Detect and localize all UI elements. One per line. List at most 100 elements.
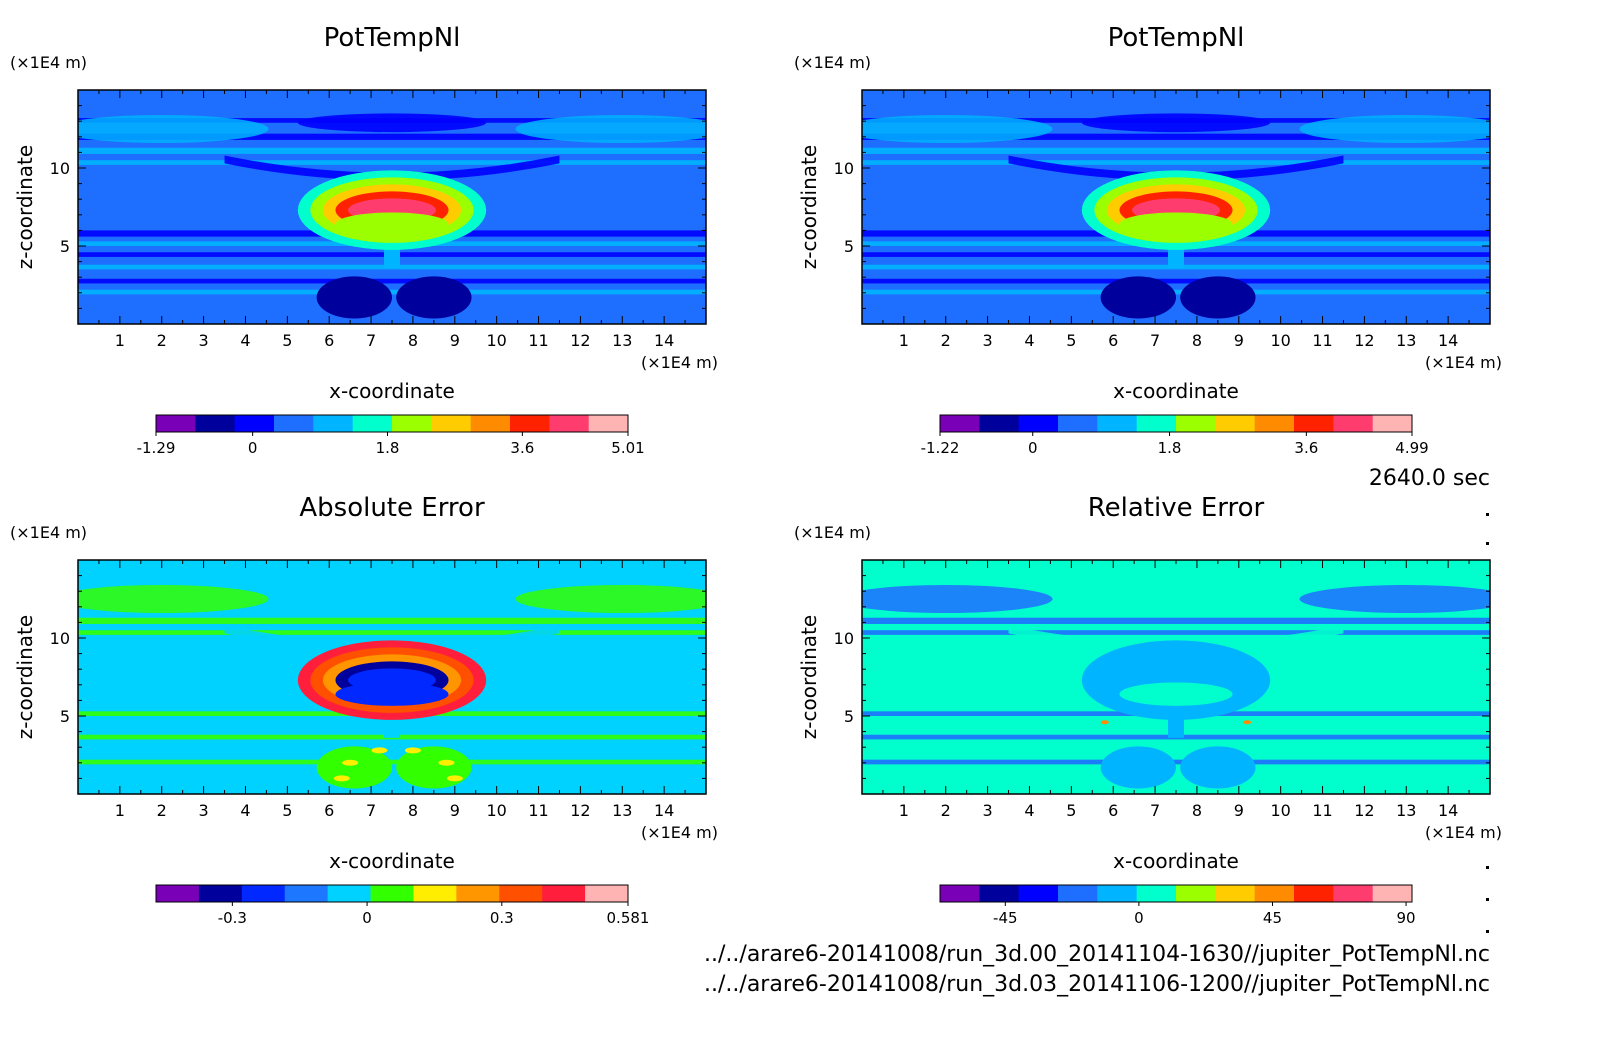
stratification-band [862, 278, 1490, 284]
y-tick-label: 5 [60, 237, 70, 256]
x-tick-label: 8 [1192, 331, 1202, 350]
colorbar-segment [979, 415, 1020, 432]
colorbar-tick-label: -1.22 [921, 439, 960, 457]
stratification-band [78, 289, 706, 295]
colorbar-segment [585, 885, 629, 902]
x-tick-label: 1 [899, 801, 909, 820]
x-tick-label: 7 [1150, 801, 1160, 820]
mid-arch [1008, 625, 1344, 651]
stratification-band [862, 617, 1490, 624]
hot-spot [1243, 720, 1252, 725]
x-tick-label: 5 [1066, 801, 1076, 820]
colorbar-segment [456, 885, 500, 902]
colorbar-tick-label: -0.3 [218, 909, 247, 927]
stratification-band [78, 630, 706, 635]
x-tick-label: 6 [324, 801, 334, 820]
colorbar-segment [588, 415, 629, 432]
bottom-right-vortex [396, 276, 472, 319]
x-axis-label: x-coordinate [329, 379, 455, 403]
colorbar-segment [413, 885, 457, 902]
x-tick-label: 11 [1312, 801, 1332, 820]
stratification-band [78, 617, 706, 624]
top-center-band [297, 583, 487, 603]
colorbar-segment [1176, 415, 1216, 432]
colorbar-segment [979, 885, 1020, 902]
x-tick-label: 10 [1270, 801, 1290, 820]
x-tick-label: 9 [1234, 331, 1244, 350]
colorbar-segment [1254, 885, 1295, 902]
colorbar-segment [470, 415, 511, 432]
colorbar-segment [274, 415, 314, 432]
y-axis-unit: (×1E4 m) [794, 523, 871, 542]
colorbar-segment [1333, 885, 1374, 902]
x-tick-label: 13 [1396, 331, 1416, 350]
y-tick-label: 5 [844, 707, 854, 726]
colorbar-segment [1372, 885, 1413, 902]
colorbar-tick-label: 0 [1028, 439, 1038, 457]
x-tick-label: 12 [570, 331, 590, 350]
x-tick-label: 3 [983, 801, 993, 820]
colorbar-segment [1018, 415, 1059, 432]
x-tick-label: 3 [199, 331, 209, 350]
x-axis-label: x-coordinate [1113, 849, 1239, 873]
upper-left-lobe [78, 584, 269, 614]
x-tick-label: 14 [1438, 801, 1458, 820]
colorbar-segment [1136, 415, 1177, 432]
x-axis-label: x-coordinate [329, 849, 455, 873]
colorbar-segment [1097, 885, 1138, 902]
colorbar-segment [313, 415, 354, 432]
colorbar-tick-label: 1.8 [1158, 439, 1182, 457]
y-tick-label: 5 [60, 707, 70, 726]
stratification-band [862, 759, 1490, 765]
x-tick-label: 7 [366, 331, 376, 350]
x-tick-label: 7 [1150, 331, 1160, 350]
stratification-band [78, 133, 706, 140]
colorbar-tick-label: 3.6 [510, 439, 534, 457]
colorbar-segment [195, 415, 236, 432]
colorbar-segment [1215, 415, 1256, 432]
upper-left-lobe [862, 114, 1053, 144]
y-axis-label: z-coordinate [13, 615, 37, 739]
x-tick-label: 2 [157, 801, 167, 820]
x-tick-label: 7 [366, 801, 376, 820]
stratification-band [862, 748, 1490, 754]
plume-cap-inner [335, 212, 449, 236]
y-tick-label: 10 [50, 159, 70, 178]
stratification-band [862, 630, 1490, 635]
panel-bottom-right: Relative Error (×1E4 m) (×1E4 m) x-coordina… [794, 493, 1502, 927]
x-tick-label: 8 [408, 801, 418, 820]
x-tick-label: 3 [199, 801, 209, 820]
top-center-band [1081, 113, 1271, 133]
colorbar-segment [1058, 885, 1098, 902]
x-tick-label: 12 [1354, 801, 1374, 820]
mid-arch [1008, 155, 1344, 181]
y-axis-label: z-coordinate [797, 145, 821, 269]
panel-top-left: PotTempNl (×1E4 m) (×1E4 m) x-coordinate z-c… [10, 23, 718, 457]
x-tick-label: 14 [1438, 331, 1458, 350]
stratification-band [862, 289, 1490, 295]
bottom-left-vortex [1100, 276, 1176, 319]
stratification-band [78, 278, 706, 284]
x-tick-label: 10 [486, 331, 506, 350]
colorbar-segment [1294, 415, 1334, 432]
colorbar-segment [284, 885, 329, 902]
top-center-band [297, 113, 487, 133]
time-label: 2640.0 sec [1368, 466, 1490, 491]
colorbar-segment [156, 415, 196, 432]
x-tick-label: 2 [157, 331, 167, 350]
heatmap-field [862, 560, 1490, 794]
y-axis-unit: (×1E4 m) [794, 53, 871, 72]
colorbar-segment [510, 415, 550, 432]
y-axis-label: z-coordinate [13, 145, 37, 269]
file-path-1: ../../arare6-20141008/run_3d.00_20141104… [704, 942, 1490, 967]
stratification-band [862, 603, 1490, 610]
x-tick-label: 5 [282, 801, 292, 820]
bottom-left-vortex [1100, 746, 1176, 789]
bottom-right-vortex [1180, 746, 1256, 789]
plume-cap-inner [335, 682, 449, 706]
plume-cap-inner [1119, 682, 1233, 706]
upper-right-lobe [1299, 584, 1490, 614]
x-tick-label: 6 [1108, 801, 1118, 820]
colorbar-tick-label: -45 [993, 909, 1018, 927]
